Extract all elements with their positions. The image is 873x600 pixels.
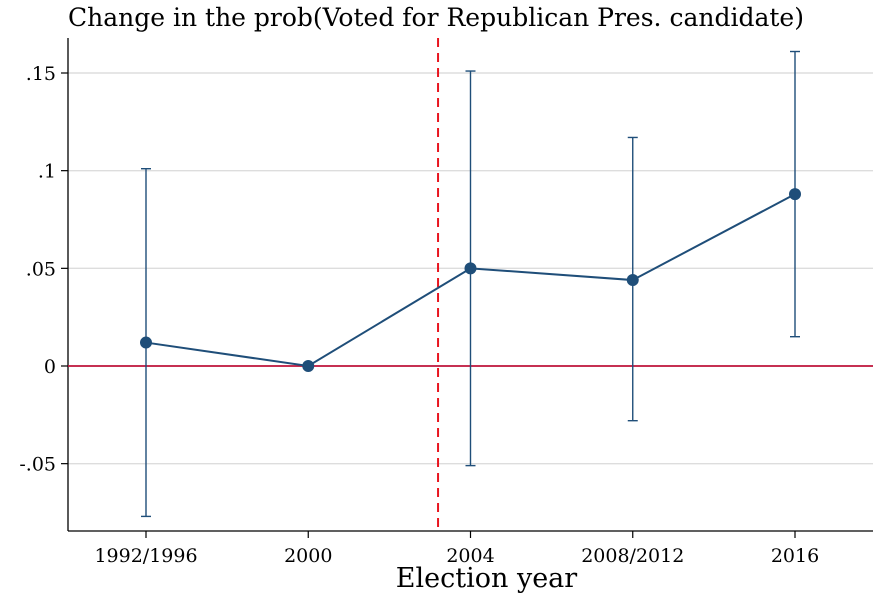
chart-title: Change in the prob(Voted for Republican … bbox=[68, 3, 804, 32]
y-tick-label: 0 bbox=[44, 356, 56, 378]
x-tick-label: 2008/2012 bbox=[581, 545, 684, 567]
x-tick-label: 2016 bbox=[771, 545, 819, 567]
data-point bbox=[626, 274, 639, 287]
y-tick-label: .15 bbox=[26, 63, 56, 85]
data-point bbox=[140, 336, 152, 349]
data-point bbox=[789, 188, 801, 201]
data-point bbox=[464, 262, 477, 275]
x-tick-label: 2000 bbox=[284, 545, 332, 567]
x-tick-label: 1992/1996 bbox=[94, 545, 197, 567]
y-tick-label: .05 bbox=[26, 258, 56, 280]
data-point bbox=[302, 360, 315, 372]
y-tick-label: -.05 bbox=[19, 454, 56, 476]
y-tick-label: .1 bbox=[38, 161, 56, 183]
x-axis-label: Election year bbox=[395, 563, 578, 594]
x-tick-label: 2004 bbox=[446, 545, 494, 567]
